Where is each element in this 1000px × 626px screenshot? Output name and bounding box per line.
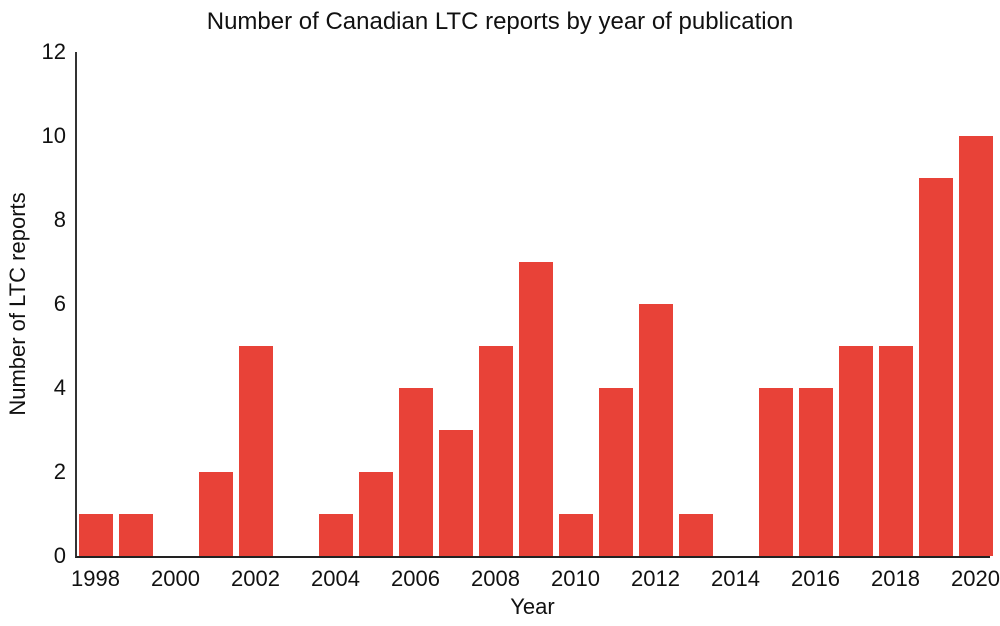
y-tick-label-12: 12 xyxy=(41,39,66,64)
x-tick-label-1998: 1998 xyxy=(71,566,120,591)
x-tick-label-2018: 2018 xyxy=(871,566,920,591)
bar-2005 xyxy=(359,472,393,556)
bar-2006 xyxy=(399,388,433,556)
bars-layer xyxy=(77,52,993,556)
x-tick-label-2002: 2002 xyxy=(231,566,280,591)
bar-2018 xyxy=(879,346,913,556)
bar-2015 xyxy=(759,388,793,556)
x-tick-label-2008: 2008 xyxy=(471,566,520,591)
bar-2017 xyxy=(839,346,873,556)
bar-2002 xyxy=(239,346,273,556)
bar-1999 xyxy=(119,514,153,556)
y-axis-title: Number of LTC reports xyxy=(5,192,30,416)
x-axis-title: Year xyxy=(510,594,555,619)
bar-2001 xyxy=(199,472,233,556)
x-tick-label-2016: 2016 xyxy=(791,566,840,591)
bar-2020 xyxy=(959,136,993,556)
bar-2008 xyxy=(479,346,513,556)
bar-1998 xyxy=(79,514,113,556)
bar-2009 xyxy=(519,262,553,556)
x-tick-label-2014: 2014 xyxy=(711,566,760,591)
bar-2019 xyxy=(919,178,953,556)
x-tick-label-2012: 2012 xyxy=(631,566,680,591)
y-tick-label-2: 2 xyxy=(53,459,66,484)
y-tick-label-0: 0 xyxy=(53,543,66,568)
x-tick-label-2010: 2010 xyxy=(551,566,600,591)
bar-2011 xyxy=(599,388,633,556)
bar-2004 xyxy=(319,514,353,556)
y-tick-label-10: 10 xyxy=(41,123,66,148)
bar-2013 xyxy=(679,514,713,556)
bar-2010 xyxy=(559,514,593,556)
bar-2012 xyxy=(639,304,673,556)
x-tick-label-2004: 2004 xyxy=(311,566,360,591)
plot-area xyxy=(75,52,993,558)
bar-2016 xyxy=(799,388,833,556)
bar-2007 xyxy=(439,430,473,556)
chart-title: Number of Canadian LTC reports by year o… xyxy=(206,8,794,35)
x-tick-label-2006: 2006 xyxy=(391,566,440,591)
x-tick-label-2020: 2020 xyxy=(951,566,1000,591)
x-tick-label-2000: 2000 xyxy=(151,566,200,591)
